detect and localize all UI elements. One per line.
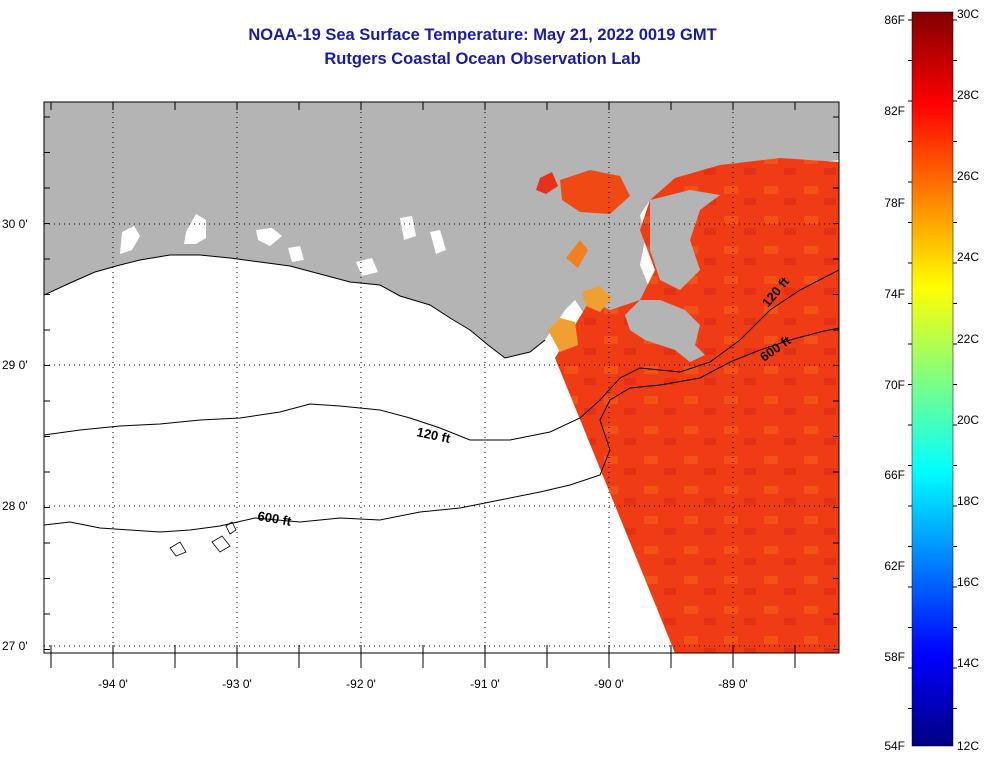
lat-label: 27 0' xyxy=(2,639,28,653)
colorbar-f-label: 54F xyxy=(884,739,905,753)
colorbar-f-label: 66F xyxy=(884,468,905,482)
sst-patch xyxy=(566,240,588,268)
colorbar-f-label: 58F xyxy=(884,650,905,664)
colorbar-c-label: 26C xyxy=(957,169,979,183)
colorbar-f-labels: 86F 82F 78F 74F 70F 66F 62F 58F 54F xyxy=(884,13,905,753)
lon-label: -90 0' xyxy=(594,677,624,691)
map-subtitle: Rutgers Coastal Ocean Observation Lab xyxy=(324,50,641,68)
delta-land xyxy=(625,300,705,362)
colorbar xyxy=(911,11,954,747)
colorbar-f-label: 86F xyxy=(884,13,905,27)
lat-label: 29 0' xyxy=(2,358,28,372)
colorbar-c-labels: 30C 28C 26C 24C 22C 20C 18C 16C 14C 12C xyxy=(957,7,979,753)
lon-label: -94 0' xyxy=(98,677,128,691)
colorbar-c-label: 12C xyxy=(957,739,979,753)
lon-label: -93 0' xyxy=(222,677,252,691)
map-title: NOAA-19 Sea Surface Temperature: May 21,… xyxy=(248,26,717,44)
lon-label: -91 0' xyxy=(470,677,500,691)
colorbar-c-label: 18C xyxy=(957,494,979,508)
sst-patch xyxy=(548,318,578,352)
colorbar-c-label: 24C xyxy=(957,250,979,264)
colorbar-c-label: 30C xyxy=(957,7,979,21)
lon-axis-labels: -94 0' -93 0' -92 0' -91 0' -90 0' -89 0… xyxy=(98,677,748,691)
sst-swath xyxy=(555,158,839,653)
colorbar-f-label: 70F xyxy=(884,378,905,392)
sst-patch xyxy=(536,172,558,194)
colorbar-c-label: 14C xyxy=(957,656,979,670)
colorbar-f-label: 78F xyxy=(884,196,905,210)
axis-ticks xyxy=(44,102,839,668)
lon-label: -89 0' xyxy=(718,677,748,691)
colorbar-c-label: 22C xyxy=(957,332,979,346)
map-frame xyxy=(43,101,840,654)
lat-label: 28 0' xyxy=(2,499,28,513)
sst-patch xyxy=(560,170,630,214)
lon-label: -92 0' xyxy=(346,677,376,691)
graticule xyxy=(44,102,839,653)
colorbar-c-label: 16C xyxy=(957,575,979,589)
contour-label: 120 ft xyxy=(415,424,452,446)
lat-axis-labels: 30 0' 29 0' 28 0' 27 0' xyxy=(2,217,28,653)
coastline xyxy=(44,254,546,359)
contour-600ft xyxy=(44,327,839,533)
colorbar-f-label: 62F xyxy=(884,559,905,573)
contour-label: 600 ft xyxy=(256,508,293,529)
colorbar-f-label: 74F xyxy=(884,287,905,301)
colorbar-c-label: 20C xyxy=(957,413,979,427)
contour-120ft xyxy=(44,269,839,441)
colorbar-c-label: 28C xyxy=(957,88,979,102)
land-mass xyxy=(44,102,839,360)
lat-label: 30 0' xyxy=(2,217,28,231)
colorbar-f-label: 82F xyxy=(884,104,905,118)
colorbar-ticks xyxy=(908,19,957,709)
